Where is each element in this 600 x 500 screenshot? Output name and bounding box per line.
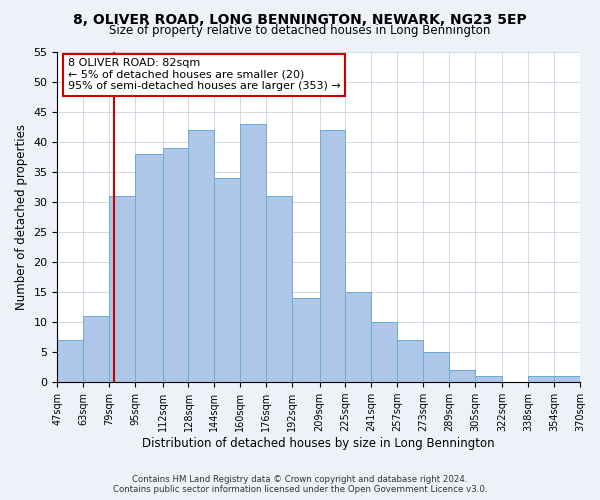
Bar <box>292 298 320 382</box>
Bar <box>423 352 449 382</box>
Bar <box>266 196 292 382</box>
Bar <box>83 316 109 382</box>
Bar <box>449 370 475 382</box>
Bar <box>240 124 266 382</box>
Bar <box>371 322 397 382</box>
Bar <box>397 340 423 382</box>
Bar <box>163 148 188 382</box>
Bar <box>109 196 135 382</box>
Bar <box>475 376 502 382</box>
Bar <box>188 130 214 382</box>
X-axis label: Distribution of detached houses by size in Long Bennington: Distribution of detached houses by size … <box>142 437 495 450</box>
Text: Contains HM Land Registry data © Crown copyright and database right 2024.
Contai: Contains HM Land Registry data © Crown c… <box>113 474 487 494</box>
Bar <box>554 376 580 382</box>
Bar <box>58 340 83 382</box>
Bar <box>528 376 554 382</box>
Bar <box>320 130 346 382</box>
Bar <box>135 154 163 382</box>
Text: Size of property relative to detached houses in Long Bennington: Size of property relative to detached ho… <box>109 24 491 37</box>
Bar <box>214 178 240 382</box>
Bar <box>346 292 371 382</box>
Y-axis label: Number of detached properties: Number of detached properties <box>15 124 28 310</box>
Text: 8 OLIVER ROAD: 82sqm
← 5% of detached houses are smaller (20)
95% of semi-detach: 8 OLIVER ROAD: 82sqm ← 5% of detached ho… <box>68 58 341 92</box>
Text: 8, OLIVER ROAD, LONG BENNINGTON, NEWARK, NG23 5EP: 8, OLIVER ROAD, LONG BENNINGTON, NEWARK,… <box>73 12 527 26</box>
